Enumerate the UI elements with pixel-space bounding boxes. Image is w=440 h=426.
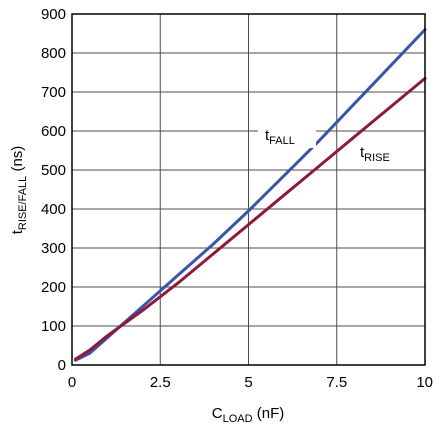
y-tick-label: 700: [41, 84, 66, 101]
x-tick-label: 7.5: [326, 374, 347, 391]
y-axis-title-sub: RISE/FALL: [17, 176, 29, 230]
series-label-rise-main: t: [360, 144, 365, 161]
x-tick-labels: 0 2.5 5 7.5 10: [68, 374, 433, 391]
y-tick-label: 100: [41, 318, 66, 335]
y-tick-labels: 0 100 200 300 400 500 600 700 800 900: [41, 6, 66, 374]
x-axis-title: CLOAD (nF): [212, 405, 284, 425]
x-axis-title-sub: LOAD: [223, 413, 253, 425]
y-tick-label: 800: [41, 45, 66, 62]
y-tick-label: 200: [41, 279, 66, 296]
y-axis-title: tRISE/FALL (ns): [9, 146, 29, 235]
series-layer: [74, 28, 427, 362]
y-axis-title-suffix: (ns): [9, 146, 26, 176]
grid: [71, 13, 426, 366]
x-tick-label: 5: [244, 374, 252, 391]
y-axis-title-main: t: [9, 229, 26, 234]
series-label-rise-sub: RISE: [364, 152, 390, 164]
x-tick-label: 2.5: [150, 374, 171, 391]
y-tick-label: 900: [41, 6, 66, 23]
x-tick-label: 0: [68, 374, 76, 391]
series-line-fall: [74, 28, 427, 362]
series-label-fall: tFALL: [258, 122, 316, 148]
x-axis-title-suffix: (nF): [253, 405, 285, 422]
y-tick-label: 500: [41, 162, 66, 179]
plot-frame: [71, 13, 426, 366]
y-tick-label: 300: [41, 240, 66, 257]
series-label-fall-main: t: [265, 127, 270, 144]
svg-text:tRISE: tRISE: [360, 144, 390, 164]
svg-text:tFALL: tFALL: [265, 127, 295, 147]
series-label-fall-sub: FALL: [269, 135, 295, 147]
y-tick-label: 0: [58, 357, 66, 374]
x-axis-title-main: C: [212, 405, 223, 422]
series-line-rise: [74, 76, 427, 361]
x-tick-label: 10: [416, 374, 433, 391]
y-tick-label: 600: [41, 123, 66, 140]
y-tick-label: 400: [41, 201, 66, 218]
series-label-rise: tRISE: [360, 144, 390, 164]
